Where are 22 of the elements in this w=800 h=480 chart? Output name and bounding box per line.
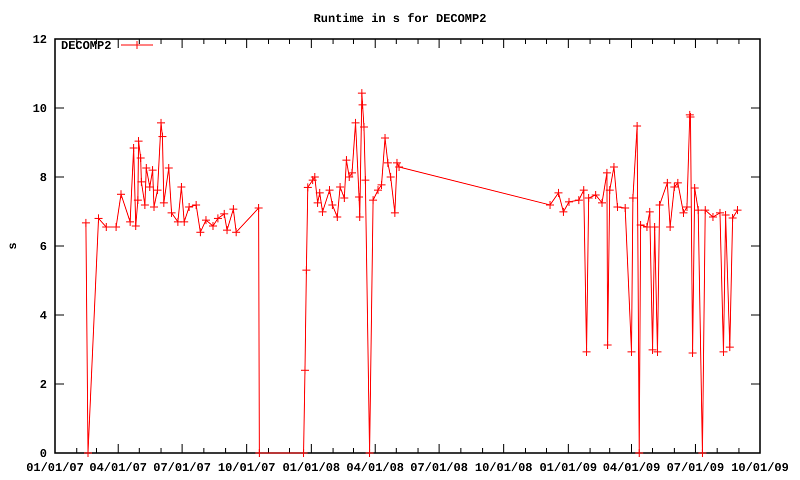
y-tick-label: 12 [32, 33, 47, 47]
y-tick-label: 10 [32, 102, 47, 116]
y-tick-label: 2 [40, 378, 47, 392]
x-tick-label: 10/01/07 [218, 461, 276, 475]
x-tick-label: 10/01/08 [474, 461, 533, 475]
y-tick-label: 8 [40, 171, 47, 185]
x-tick-label: 07/01/09 [666, 461, 724, 475]
x-tick-label: 07/01/08 [410, 461, 468, 475]
x-tick-label: 04/01/07 [89, 461, 147, 475]
text: DECOMP2 [61, 39, 112, 53]
chart-title: Runtime in s for DECOMP2 [314, 12, 486, 26]
y-tick-label: 0 [40, 447, 47, 461]
x-tick-label: 04/01/08 [346, 461, 404, 475]
y-axis-title: s [6, 242, 20, 250]
x-tick-label: 10/01/09 [731, 461, 789, 475]
y-tick-label: 4 [40, 309, 47, 323]
x-tick-label: 01/01/08 [282, 461, 340, 475]
x-tick-label: 01/01/07 [26, 461, 84, 475]
y-tick-label: 6 [40, 240, 47, 254]
x-tick-label: 01/01/09 [539, 461, 598, 475]
x-tick-label: 07/01/07 [153, 461, 211, 475]
x-tick-label: 04/01/09 [602, 461, 660, 475]
